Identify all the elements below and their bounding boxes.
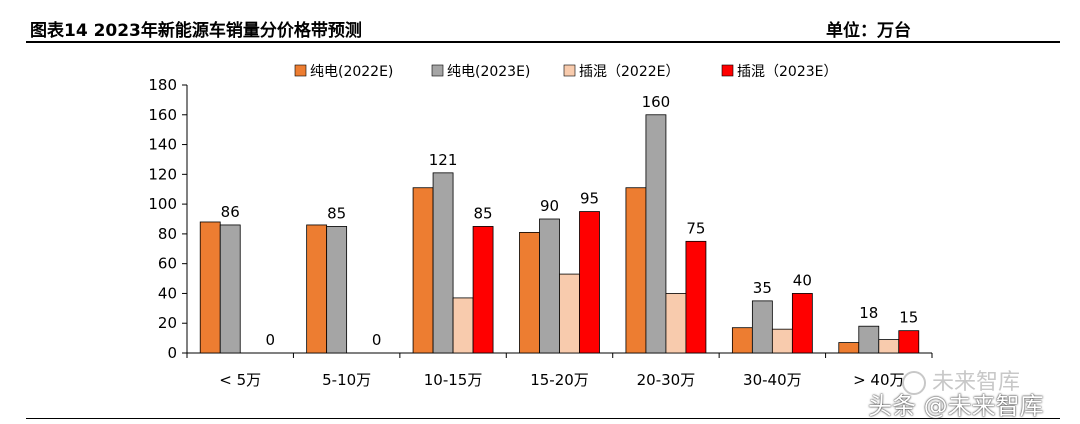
watermark-top: 未来智库 bbox=[902, 364, 1020, 396]
y-tick-label: 60 bbox=[158, 255, 177, 273]
x-tick-label: < 5万 bbox=[219, 371, 261, 389]
bar-1 bbox=[432, 172, 454, 354]
y-tick-label: 80 bbox=[158, 225, 177, 243]
bar-1 bbox=[219, 224, 241, 354]
bar-0 bbox=[625, 187, 647, 354]
data-label: 160 bbox=[642, 93, 671, 111]
y-tick-label: 120 bbox=[148, 165, 177, 183]
bar-0 bbox=[838, 342, 860, 354]
x-tick-label: 30-40万 bbox=[743, 371, 802, 389]
bar-0 bbox=[731, 327, 753, 354]
legend-label: 纯电(2022E) bbox=[310, 64, 393, 80]
y-tick-label: 20 bbox=[158, 314, 177, 332]
watermark-bottom: 头条 @未来智库 bbox=[868, 392, 1044, 420]
legend-swatch bbox=[294, 64, 307, 77]
data-label: 86 bbox=[221, 203, 240, 221]
wechat-icon bbox=[902, 371, 926, 395]
bar-3 bbox=[898, 330, 920, 354]
bar-3 bbox=[472, 226, 494, 354]
bar-2 bbox=[559, 273, 580, 354]
y-tick-label: 100 bbox=[148, 195, 177, 213]
bar-3 bbox=[791, 293, 813, 354]
watermark-top-text: 未来智库 bbox=[932, 370, 1021, 395]
data-label: 0 bbox=[372, 331, 382, 349]
data-label: 121 bbox=[429, 151, 458, 169]
legend-label: 插混（2023E） bbox=[737, 64, 837, 80]
data-label: 18 bbox=[859, 304, 878, 322]
bar-2 bbox=[878, 339, 900, 354]
x-tick-label: > 40万 bbox=[853, 371, 904, 389]
legend-label: 纯电(2023E) bbox=[447, 64, 530, 80]
bar-0 bbox=[306, 224, 328, 354]
bar-0 bbox=[412, 187, 434, 354]
y-tick-label: 0 bbox=[167, 344, 177, 362]
top-rule bbox=[26, 41, 1060, 43]
bar-1 bbox=[858, 325, 880, 354]
legend-swatch bbox=[431, 64, 444, 77]
x-tick-label: 20-30万 bbox=[637, 371, 696, 389]
data-label: 15 bbox=[899, 309, 918, 327]
bar-2 bbox=[665, 293, 687, 354]
legend-swatch bbox=[721, 64, 734, 77]
data-label: 75 bbox=[686, 219, 705, 237]
y-tick-label: 160 bbox=[148, 106, 177, 124]
data-label: 85 bbox=[327, 204, 346, 222]
data-label: 0 bbox=[265, 331, 275, 349]
x-tick-label: 5-10万 bbox=[322, 371, 371, 389]
bar-1 bbox=[645, 114, 667, 354]
bar-1 bbox=[326, 226, 348, 354]
bar-3 bbox=[685, 240, 707, 354]
data-label: 35 bbox=[753, 279, 772, 297]
data-label: 40 bbox=[793, 271, 812, 289]
data-label: 85 bbox=[474, 204, 493, 222]
bar-2 bbox=[771, 328, 793, 354]
bar-1 bbox=[539, 218, 560, 354]
x-tick-label: 15-20万 bbox=[530, 371, 589, 389]
x-tick-label: 10-15万 bbox=[424, 371, 483, 389]
bar-2 bbox=[452, 297, 474, 354]
bar-1 bbox=[751, 300, 773, 354]
figure-title: 图表14 2023年新能源车销量分价格带预测 bbox=[30, 21, 362, 41]
y-tick-label: 180 bbox=[148, 76, 177, 94]
figure-header: 图表14 2023年新能源车销量分价格带预测 单位：万台 bbox=[26, 12, 1060, 42]
data-label: 95 bbox=[580, 190, 599, 208]
legend-swatch bbox=[563, 64, 576, 77]
bar-3 bbox=[579, 211, 600, 354]
legend-label: 插混（2022E） bbox=[579, 64, 679, 80]
bar-0 bbox=[519, 231, 540, 354]
unit-label: 单位：万台 bbox=[826, 21, 911, 41]
bottom-rule bbox=[26, 418, 1060, 419]
y-tick-label: 40 bbox=[158, 284, 177, 302]
bar-0 bbox=[199, 221, 221, 354]
y-tick-label: 140 bbox=[148, 136, 177, 154]
data-label: 90 bbox=[540, 197, 559, 215]
